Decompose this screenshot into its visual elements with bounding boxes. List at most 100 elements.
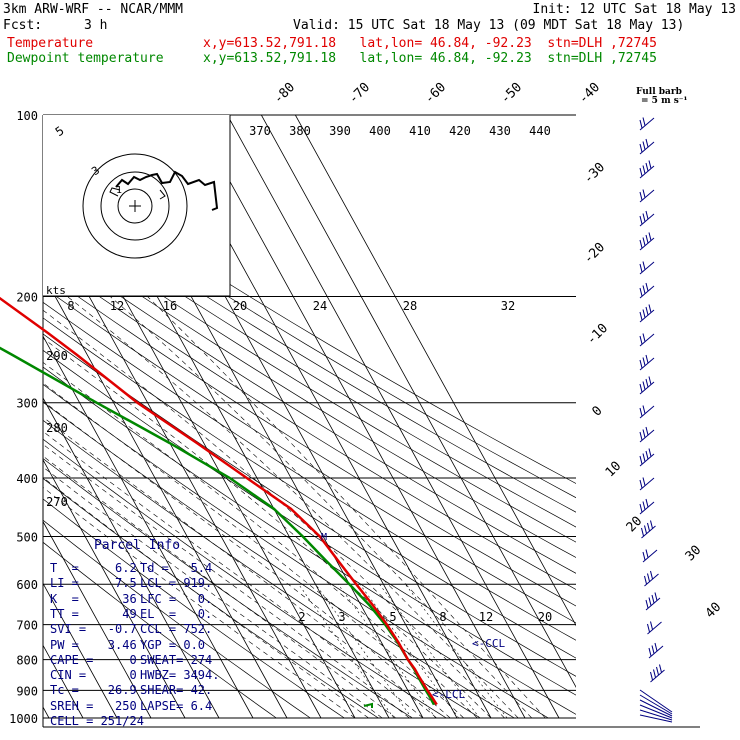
hodograph-ring-label: 16 — [163, 299, 177, 313]
isotherm-line — [294, 115, 576, 627]
mixing-ratio-labels: 2 3 5 8 12 20 — [298, 610, 552, 624]
pressure-label: 300 — [16, 397, 38, 411]
mixing-ratio-line — [298, 584, 395, 719]
parcel-info-box: T = 6.2 Td = 5.4 LI = 7.5 LCL = 919. K = 36 L… — [44, 537, 230, 728]
dry-adiabat-line — [43, 477, 379, 719]
pressure-label: 400 — [16, 472, 38, 486]
wind-barb — [639, 429, 655, 443]
wind-barb-flag — [642, 261, 646, 270]
moist-adiabat-line — [43, 337, 492, 719]
wind-barb — [645, 597, 661, 611]
dry-adiabat-line — [43, 201, 576, 528]
mixing-ratio-label: 5 — [389, 610, 396, 624]
wind-barb-flag — [642, 381, 646, 390]
wind-barb — [639, 333, 655, 347]
dry-adiabat-line — [43, 271, 576, 607]
wind-barb-flag — [654, 642, 658, 652]
wind-barb-flag — [642, 165, 646, 174]
hodograph-trace — [115, 170, 219, 211]
pressure-axis-labels: 100 200 300 400 500 600 700 800 900 1000 — [9, 109, 38, 726]
isotherm-label: -70 — [346, 80, 373, 107]
forecast-label: Fcst: — [3, 18, 43, 33]
dry-adiabat-line — [43, 519, 311, 719]
mixing-ratio-label: 12 — [479, 610, 493, 624]
parcel-info-item: HWBZ= 3494. — [140, 668, 220, 683]
isotherm-label: -80 — [271, 80, 298, 107]
wind-barb-flag — [639, 143, 643, 153]
parcel-info-item: SVI = -0.7 — [50, 622, 137, 637]
hodograph-corner-label: 1 — [116, 185, 122, 196]
pressure-label: 500 — [16, 530, 38, 544]
wind-barb-flag — [647, 573, 650, 582]
hodograph-ring-labels: 8 12 16 20 24 28 32 — [67, 299, 515, 313]
wind-barb-flag — [639, 311, 643, 321]
wind-barb-flag — [639, 239, 643, 249]
wind-barb-flag — [639, 119, 643, 129]
theta-label: 410 — [409, 124, 431, 138]
wind-barb-flag — [642, 285, 646, 294]
wind-barb-flag — [648, 304, 652, 313]
dewpoint-legend: Dewpoint temperature — [7, 51, 164, 66]
dry-adiabat-line — [43, 498, 345, 719]
wind-barb-flag — [639, 263, 643, 273]
wind-barb-flag — [645, 354, 649, 364]
wind-barb — [639, 381, 655, 395]
wind-barb-flag — [639, 335, 643, 345]
parcel-info-item: SHEAR= 42. — [140, 683, 213, 698]
wind-barb-flag — [639, 383, 643, 393]
parcel-info-item: LI = 7.5 — [50, 576, 137, 591]
wind-barb-flag — [642, 117, 646, 126]
wind-barb-flag — [648, 232, 652, 241]
init-time: Init: 12 UTC Sat 18 May 13 — [532, 2, 737, 17]
wind-barb-flag — [656, 666, 659, 676]
parcel-info-item: Td = 5.4 — [140, 561, 213, 575]
dry-adiabat-line — [43, 301, 576, 641]
wind-barb-flag — [639, 503, 643, 513]
ccl-marker: <-CCL — [472, 637, 505, 650]
isotherm-line — [43, 397, 220, 719]
hodograph-ring-label: 20 — [233, 299, 247, 313]
parcel-info-item: CAPE = 0 — [50, 652, 137, 667]
wind-barb — [639, 309, 655, 323]
moist-adiabat-line — [43, 416, 437, 719]
wind-barb-flag — [654, 592, 658, 601]
theta-label: 290 — [46, 349, 68, 363]
wind-barb — [639, 117, 655, 131]
mixing-ratio-label: 3 — [338, 610, 345, 624]
dry-adiabat-line — [43, 317, 576, 659]
isotherm-label: -30 — [581, 160, 608, 187]
dry-adiabat-line — [43, 228, 576, 558]
parcel-info-item: CELL = 251/24 — [50, 714, 144, 728]
pressure-label: 800 — [16, 654, 38, 668]
wind-barb-flag — [650, 520, 653, 529]
hodograph-ring-label: 32 — [501, 299, 515, 313]
mixing-ratio-label: 2 — [298, 610, 305, 624]
isotherm-label: -60 — [422, 80, 449, 107]
moist-adiabat-line — [67, 296, 519, 719]
wind-barb — [639, 141, 655, 155]
wind-barb-flag — [642, 477, 646, 486]
wind-barb-flag — [642, 333, 646, 342]
mixing-ratio-label: 20 — [538, 610, 552, 624]
wind-barb-flag — [645, 162, 649, 172]
pressure-label: 700 — [16, 619, 38, 633]
isotherm-line — [260, 115, 576, 688]
theta-label: 280 — [46, 421, 68, 435]
wind-barb — [647, 621, 662, 635]
wind-barb-flag — [642, 551, 646, 561]
dry-adiabat-line — [43, 215, 576, 543]
wind-barb-flag — [642, 429, 646, 438]
parcel-info-title: Parcel Info — [93, 538, 181, 553]
wind-barb-flag — [642, 501, 646, 510]
dry-adiabat-line — [43, 175, 576, 499]
wind-barb — [639, 453, 655, 467]
wind-barb-column — [639, 117, 673, 723]
valid-time: Valid: 15 UTC Sat 18 May 13 (09 MDT Sat … — [293, 18, 685, 33]
wind-barb-flag — [647, 623, 650, 633]
wind-barb-flag — [648, 597, 652, 606]
wind-barb — [639, 405, 655, 419]
wind-key-label: Full barb — [636, 87, 682, 97]
wind-barb-flag — [642, 189, 646, 198]
wind-barb-flag — [648, 647, 652, 657]
